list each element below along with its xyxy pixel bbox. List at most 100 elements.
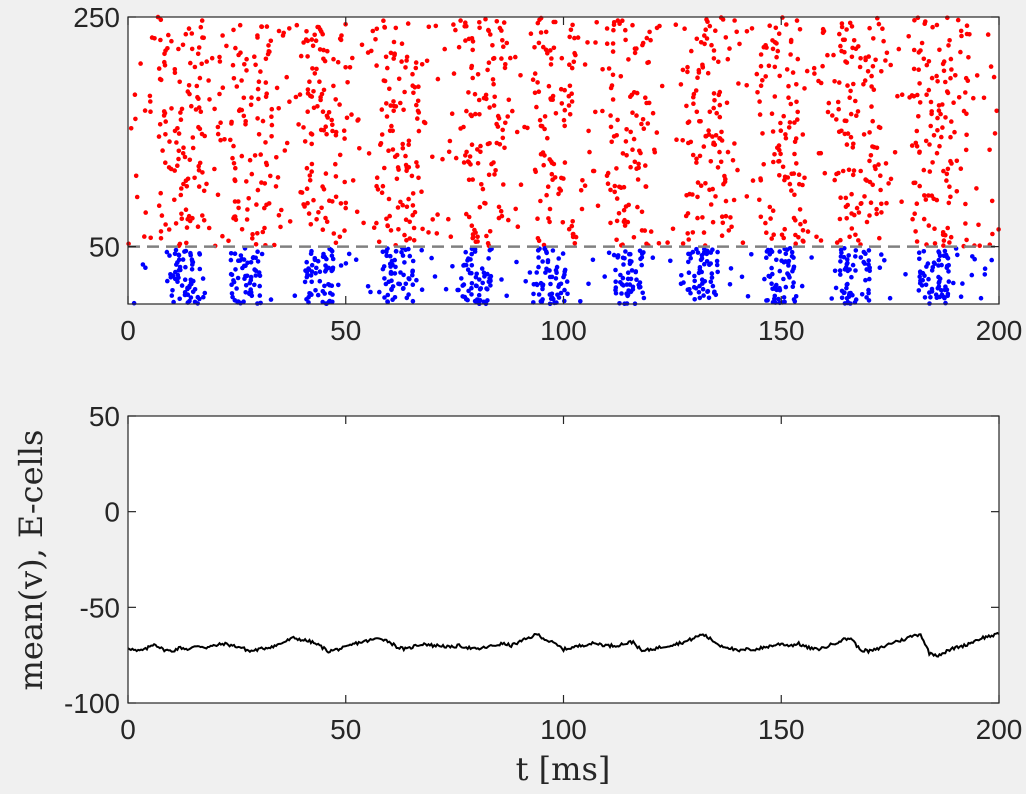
raster-point-excitatory [305, 38, 311, 44]
raster-point-excitatory [404, 58, 409, 63]
raster-point-excitatory [963, 201, 968, 207]
raster-point-inhibitory [200, 276, 206, 281]
raster-point-inhibitory [388, 264, 393, 269]
raster-point-excitatory [708, 202, 714, 207]
raster-point-inhibitory [929, 268, 935, 273]
raster-point-excitatory [143, 210, 148, 215]
raster-point-excitatory [793, 136, 799, 141]
raster-point-excitatory [608, 220, 613, 226]
raster-point-excitatory [263, 56, 269, 62]
raster-point-excitatory [370, 28, 376, 34]
raster-point-excitatory [740, 240, 746, 245]
raster-point-inhibitory [540, 259, 545, 264]
raster-point-excitatory [413, 60, 419, 65]
raster-point-excitatory [320, 184, 325, 189]
raster-point-inhibitory [843, 265, 849, 270]
raster-point-excitatory [326, 110, 332, 115]
raster-point-excitatory [567, 112, 573, 117]
raster-point-inhibitory [916, 288, 922, 293]
raster-point-inhibitory [787, 246, 793, 251]
raster-point-inhibitory [443, 286, 449, 292]
raster-point-excitatory [201, 218, 207, 223]
raster-point-inhibitory [619, 282, 625, 287]
raster-point-inhibitory [688, 255, 693, 261]
raster-point-excitatory [572, 35, 577, 41]
raster-point-excitatory [928, 99, 934, 105]
raster-point-excitatory [964, 111, 969, 117]
raster-point-excitatory [522, 124, 527, 130]
raster-point-excitatory [182, 154, 188, 160]
raster-point-excitatory [805, 229, 811, 234]
raster-point-inhibitory [396, 281, 401, 287]
raster-point-excitatory [217, 54, 222, 60]
raster-point-excitatory [570, 219, 575, 224]
raster-point-excitatory [387, 86, 392, 92]
raster-point-inhibitory [481, 270, 487, 276]
raster-point-excitatory [156, 134, 162, 139]
raster-point-inhibitory [932, 261, 937, 267]
raster-point-inhibitory [838, 259, 843, 264]
raster-point-excitatory [183, 178, 189, 183]
raster-point-excitatory [635, 204, 640, 210]
raster-point-excitatory [566, 226, 572, 232]
raster-point-inhibitory [783, 251, 789, 257]
raster-point-excitatory [249, 171, 255, 177]
raster-point-excitatory [959, 33, 964, 39]
raster-point-inhibitory [523, 279, 528, 284]
raster-point-excitatory [226, 238, 231, 244]
x-tick-label: 150 [758, 315, 805, 346]
raster-point-excitatory [487, 229, 493, 234]
raster-point-excitatory [966, 55, 971, 60]
raster-point-inhibitory [460, 294, 466, 299]
raster-point-excitatory [935, 79, 940, 84]
raster-point-excitatory [426, 24, 432, 30]
raster-point-excitatory [909, 143, 915, 148]
raster-point-excitatory [871, 87, 877, 92]
raster-point-inhibitory [202, 290, 208, 296]
raster-point-excitatory [989, 198, 995, 204]
raster-point-inhibitory [839, 295, 845, 301]
raster-point-excitatory [914, 201, 920, 206]
raster-point-excitatory [166, 227, 172, 232]
raster-point-excitatory [412, 85, 418, 90]
raster-point-excitatory [611, 27, 616, 33]
raster-point-excitatory [546, 216, 551, 221]
raster-point-excitatory [500, 38, 505, 43]
raster-point-excitatory [941, 168, 946, 174]
raster-point-inhibitory [630, 287, 636, 292]
raster-point-excitatory [773, 25, 779, 31]
raster-point-excitatory [728, 215, 733, 220]
raster-point-excitatory [242, 62, 247, 67]
raster-point-excitatory [643, 95, 648, 100]
raster-point-excitatory [614, 218, 620, 224]
raster-point-excitatory [872, 164, 878, 169]
raster-point-excitatory [475, 239, 480, 244]
raster-point-inhibitory [562, 287, 567, 293]
raster-point-excitatory [500, 135, 506, 141]
raster-point-excitatory [877, 125, 883, 131]
raster-point-inhibitory [385, 292, 391, 298]
raster-point-excitatory [640, 117, 646, 122]
raster-point-excitatory [608, 113, 613, 118]
raster-point-excitatory [964, 237, 969, 243]
raster-point-excitatory [575, 35, 581, 40]
raster-point-excitatory [600, 67, 605, 72]
raster-point-excitatory [754, 71, 760, 77]
raster-point-excitatory [848, 134, 854, 140]
raster-point-excitatory [757, 99, 762, 104]
raster-point-inhibitory [917, 280, 923, 286]
raster-point-excitatory [497, 25, 503, 31]
raster-point-excitatory [988, 64, 994, 69]
raster-point-excitatory [786, 125, 792, 130]
raster-point-inhibitory [772, 284, 778, 290]
raster-point-excitatory [691, 101, 696, 106]
raster-point-excitatory [945, 166, 951, 172]
raster-point-excitatory [503, 62, 508, 67]
raster-point-excitatory [845, 131, 851, 136]
raster-point-excitatory [309, 132, 315, 137]
raster-point-inhibitory [531, 291, 536, 297]
raster-point-excitatory [842, 49, 847, 55]
raster-point-excitatory [461, 160, 467, 165]
raster-point-excitatory [387, 213, 393, 219]
raster-point-excitatory [610, 41, 616, 46]
